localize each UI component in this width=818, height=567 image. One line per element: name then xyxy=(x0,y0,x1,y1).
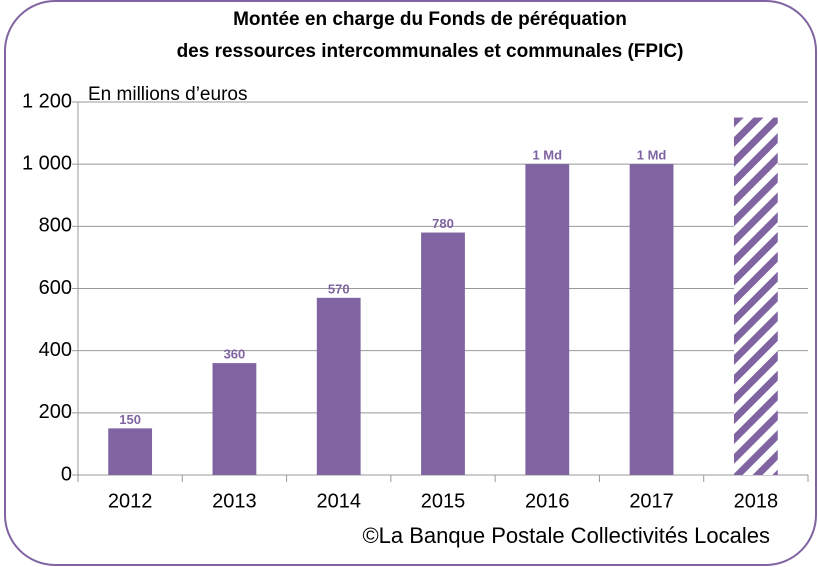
y-tick-label: 1 200 xyxy=(22,90,72,112)
bar xyxy=(212,363,257,475)
x-tick-label: 2013 xyxy=(212,490,257,512)
bar xyxy=(421,232,465,475)
data-label: 1 Md xyxy=(532,148,562,163)
bar xyxy=(316,297,361,475)
bar xyxy=(733,117,778,476)
source: ©La Banque Postale Collectivités Locales xyxy=(362,523,770,548)
x-tick-label: 2016 xyxy=(525,490,570,512)
y-tick-label: 0 xyxy=(61,463,72,485)
frame xyxy=(4,0,817,566)
x-tick-label: 2012 xyxy=(108,490,153,512)
chart-title: Montée en charge du Fonds de péréquation xyxy=(233,9,627,30)
data-label: 780 xyxy=(432,216,454,231)
x-tick-label: 2015 xyxy=(421,490,466,512)
data-label: 150 xyxy=(119,412,141,427)
y-tick-label: 400 xyxy=(39,339,72,361)
y-tick-label: 800 xyxy=(39,215,72,237)
bar xyxy=(629,164,674,475)
data-label: 570 xyxy=(328,281,350,296)
x-tick-label: 2018 xyxy=(734,490,779,512)
y-tick-label: 1 000 xyxy=(22,152,72,174)
y-tick-label: 200 xyxy=(39,401,72,423)
data-label: 360 xyxy=(224,347,246,362)
y-axis-label: En millions d’euros xyxy=(88,84,247,105)
y-tick-label: 600 xyxy=(39,277,72,299)
bar xyxy=(108,428,153,475)
chart-title: des ressources intercommunales et commun… xyxy=(177,41,684,62)
data-label: 1 Md xyxy=(637,148,667,163)
x-tick-label: 2017 xyxy=(629,490,674,512)
x-tick-label: 2014 xyxy=(316,490,361,512)
bar xyxy=(525,164,570,475)
